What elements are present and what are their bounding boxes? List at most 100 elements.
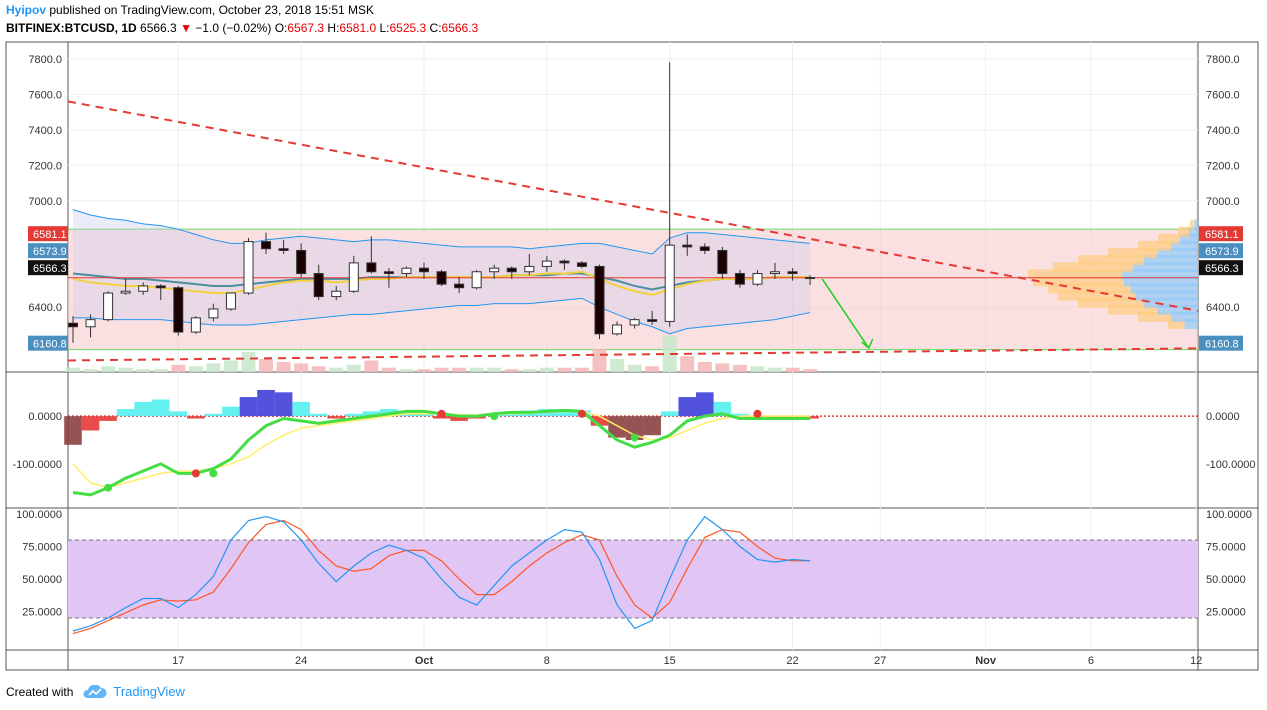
price-label-box	[1199, 260, 1243, 276]
volume-bar	[188, 366, 203, 372]
momentum-histogram-bar	[415, 413, 433, 417]
momentum-histogram-bar	[678, 397, 697, 417]
momentum-tick-left: 0.0000	[28, 411, 62, 423]
price-label: 6581.1	[33, 229, 67, 241]
momentum-histogram-bar	[345, 413, 363, 417]
momentum-histogram-bar	[274, 392, 293, 417]
volume-profile-bar	[1144, 297, 1198, 308]
volume-bar	[223, 360, 238, 372]
volume-profile-bar	[1058, 290, 1135, 301]
candle-body	[664, 244, 675, 322]
candle-body	[85, 319, 96, 328]
momentum-histogram-bar	[450, 416, 468, 421]
price-change: −1.0 (−0.02%)	[195, 21, 272, 35]
x-tick-label: 8	[544, 655, 550, 667]
candle-body	[787, 271, 798, 275]
price-label: 6160.8	[33, 339, 67, 351]
volume-profile-bar	[1132, 262, 1198, 273]
candle-body	[401, 267, 412, 275]
candle-body	[734, 273, 745, 285]
volume-profile-bar	[1178, 226, 1189, 237]
candle-body	[805, 277, 816, 280]
momentum-histogram-bar	[362, 411, 381, 417]
momentum-histogram-bar	[187, 416, 205, 419]
momentum-histogram-bar	[713, 401, 732, 417]
volume-bar	[311, 366, 326, 372]
momentum-signal-line	[72, 410, 811, 489]
symbol-name: BITFINEX:BTCUSD, 1D	[6, 21, 137, 35]
volume-bar	[680, 356, 695, 372]
volume-bar	[645, 366, 660, 372]
x-tick-label: Oct	[415, 655, 434, 667]
stochastic-tick-left: 100.0000	[16, 509, 62, 521]
open-value: 6567.3	[287, 21, 325, 35]
momentum-histogram-bar	[309, 413, 328, 417]
descending-trendline	[67, 100, 1199, 312]
candle-body	[155, 285, 166, 289]
volume-profile-bar	[1108, 248, 1158, 259]
volume-bar	[83, 369, 98, 372]
volume-bar	[399, 369, 414, 372]
candle-body	[296, 249, 307, 275]
candle-body	[366, 262, 377, 273]
candle-body	[576, 262, 587, 267]
momentum-histogram-bar	[222, 406, 240, 417]
volume-profile-bar	[1138, 240, 1171, 251]
momentum-histogram-bar	[204, 413, 223, 417]
volume-profile-bar	[1123, 276, 1198, 287]
volume-bar	[171, 364, 186, 372]
candle-body	[103, 292, 114, 321]
volume-profile-bar	[1194, 219, 1198, 230]
volume-bar	[276, 361, 291, 372]
volume-bar	[136, 369, 151, 372]
volume-bar	[206, 363, 221, 372]
volume-profile-bar	[1144, 255, 1198, 266]
volume-profile-bar	[1158, 233, 1180, 244]
momentum-histogram-bar	[643, 416, 661, 436]
price-label-box	[1199, 335, 1243, 351]
momentum-histogram-bar	[608, 416, 626, 438]
candle-body	[68, 322, 78, 328]
volume-bar	[469, 367, 484, 372]
y-tick-label-left: 7800.0	[28, 54, 62, 66]
author-link[interactable]: Hyipov	[6, 3, 47, 17]
candle-body	[682, 244, 693, 248]
candle-body	[717, 249, 728, 275]
momentum-histogram-bar	[555, 409, 574, 417]
volume-bar	[381, 367, 396, 372]
volume-profile-bar	[1028, 269, 1122, 280]
momentum-histogram-bar	[327, 416, 346, 419]
x-tick-label: 15	[664, 655, 676, 667]
x-tick-label: 22	[786, 655, 798, 667]
tradingview-link[interactable]: TradingView	[113, 684, 185, 699]
candle-body	[471, 271, 482, 289]
volume-profile-bar	[1190, 219, 1195, 230]
price-label-box	[1199, 243, 1243, 259]
volume-profile-bar	[1130, 283, 1198, 294]
candle-body	[278, 248, 289, 251]
volume-profile-bar	[1171, 311, 1198, 322]
x-tick-label: 6	[1088, 655, 1094, 667]
chart-border	[5, 41, 1259, 671]
momentum-histogram-bar	[660, 411, 679, 417]
volume-bar	[294, 363, 309, 372]
stochastic-tick-left: 50.0000	[22, 574, 62, 586]
candle-body	[419, 267, 429, 273]
candle-body	[612, 324, 623, 335]
volume-bar	[504, 369, 519, 372]
volume-profile-bar	[1157, 248, 1198, 259]
volume-bar	[785, 367, 800, 372]
stochastic-tick-left: 25.0000	[22, 607, 62, 619]
momentum-histogram-bar	[292, 401, 310, 417]
volume-bar	[697, 361, 712, 372]
momentum-histogram-bar	[257, 389, 275, 417]
volume-bar	[539, 367, 554, 372]
candle-body	[699, 246, 710, 251]
stochastic-tick-right: 100.0000	[1206, 509, 1252, 521]
low-label: L:	[379, 21, 390, 35]
candle-body	[208, 308, 219, 319]
price-label: 6573.9	[33, 246, 67, 258]
volume-bar	[329, 367, 344, 372]
down-arrow-icon: ▼	[180, 21, 192, 35]
